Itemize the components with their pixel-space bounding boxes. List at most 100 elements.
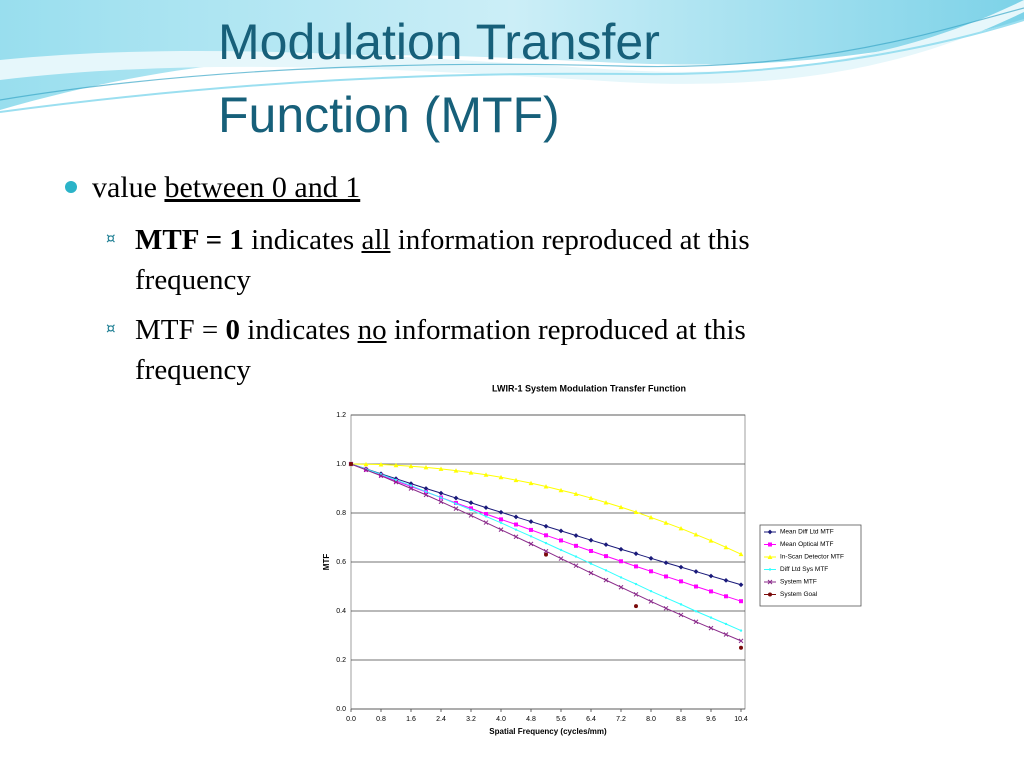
data-point [498, 527, 504, 533]
data-point [603, 500, 609, 505]
legend-label: Mean Diff Ltd MTF [780, 529, 834, 536]
data-point [453, 506, 459, 511]
legend-marker [768, 542, 772, 547]
data-point [363, 461, 369, 467]
text: information reproduced at this [390, 224, 750, 256]
text: MTF = 1 [135, 224, 244, 256]
data-point [483, 472, 489, 477]
x-tick-label: 3.2 [466, 716, 476, 723]
data-point [483, 505, 489, 511]
data-point [678, 564, 684, 570]
data-point [378, 462, 384, 467]
data-point [693, 569, 699, 574]
data-point [693, 532, 699, 537]
data-point [604, 569, 608, 572]
data-point [408, 486, 414, 491]
data-point [528, 480, 534, 486]
data-point [619, 559, 623, 564]
text: all [361, 224, 391, 256]
data-point [514, 528, 518, 531]
data-point [394, 478, 398, 482]
data-point [573, 533, 579, 538]
y-tick-label: 0.4 [336, 608, 346, 615]
data-point [423, 492, 429, 498]
data-point [468, 500, 474, 506]
data-point [349, 462, 353, 466]
data-point [453, 468, 459, 473]
x-tick-label: 1.6 [406, 716, 416, 723]
x-tick-label: 8.0 [646, 716, 656, 723]
data-point [393, 479, 399, 485]
data-point [573, 563, 579, 569]
data-point [633, 591, 639, 597]
legend-marker [768, 568, 772, 571]
data-point [589, 548, 593, 553]
data-point [423, 486, 429, 491]
data-point [499, 517, 503, 522]
text: frequency [135, 264, 251, 296]
x-axis-label: Spatial Frequency (cycles/mm) [489, 727, 607, 736]
data-point [513, 514, 519, 520]
x-tick-label: 4.0 [496, 716, 506, 723]
data-point [663, 605, 669, 611]
data-point [529, 527, 533, 532]
data-point [739, 599, 743, 604]
data-point [649, 589, 653, 593]
data-point [378, 473, 384, 479]
legend-box [759, 524, 862, 607]
data-point [544, 533, 548, 538]
y-tick-label: 0.2 [336, 657, 346, 664]
data-point [738, 551, 744, 557]
data-point [648, 555, 654, 561]
data-point [648, 515, 654, 520]
data-point [678, 612, 684, 618]
data-point [588, 495, 594, 501]
data-point [708, 573, 714, 579]
data-point [423, 465, 429, 470]
data-point [723, 544, 729, 550]
data-point [469, 506, 473, 511]
bullet: value between 0 and 1 [92, 168, 360, 208]
sub-bullet: MTF = 1 indicates all information reprod… [135, 220, 750, 300]
data-point [679, 603, 683, 606]
data-point [663, 520, 669, 525]
y-tick-label: 1.2 [336, 412, 346, 419]
data-point [513, 534, 519, 540]
data-point [513, 477, 519, 483]
data-point [633, 509, 639, 515]
data-point [393, 462, 399, 468]
data-point [618, 584, 624, 590]
x-tick-label: 5.6 [556, 716, 566, 723]
data-point [708, 538, 714, 543]
data-point [618, 546, 624, 552]
bullet-dot [65, 181, 77, 193]
data-point [468, 470, 474, 475]
data-point [559, 548, 563, 552]
legend-label: System MTF [780, 579, 817, 586]
data-point [438, 466, 444, 471]
x-tick-label: 2.4 [436, 716, 446, 723]
data-point [649, 569, 653, 574]
data-point [664, 596, 668, 599]
data-point [723, 577, 729, 583]
data-point [544, 541, 548, 545]
x-tick-label: 0.8 [376, 716, 386, 723]
data-point [424, 490, 428, 493]
legend-label: Diff Ltd Sys MTF [780, 566, 828, 573]
text: indicates [239, 314, 358, 346]
y-tick-label: 0.0 [336, 706, 346, 713]
legend-marker [767, 579, 773, 585]
data-point [678, 526, 684, 531]
data-point [409, 484, 413, 487]
data-point [634, 604, 638, 609]
sub-bullet-marker: ¤ [106, 319, 116, 337]
text: information reproduced at this [386, 314, 746, 346]
data-point [723, 632, 729, 637]
text: indicates [243, 224, 362, 256]
y-tick-label: 1.0 [336, 461, 346, 468]
sub-bullet-marker: ¤ [106, 229, 116, 247]
legend-label: In-Scan Detector MTF [780, 554, 844, 561]
data-point [558, 487, 564, 493]
